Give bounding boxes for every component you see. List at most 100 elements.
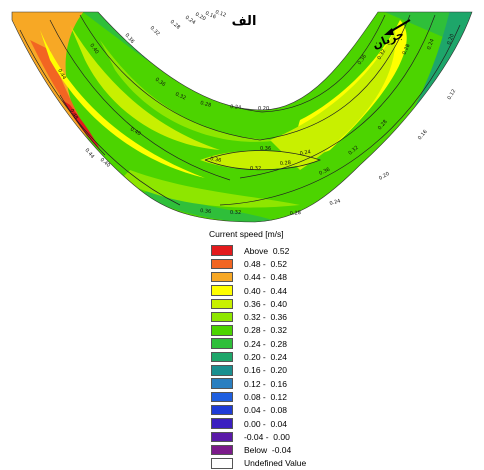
legend-item: Above 0.52 (207, 244, 317, 257)
legend-item: 0.28 - 0.32 (207, 324, 317, 337)
contour-label: 0.36 (200, 208, 212, 215)
contour-label: 0.16 (204, 10, 217, 20)
contour-label: 0.20 (194, 12, 207, 23)
contour-label: 0.40 (99, 157, 111, 169)
contour-label: 0.24 (184, 15, 197, 26)
legend-swatch (211, 391, 233, 403)
legend-swatch (211, 271, 233, 283)
legend-label: 0.24 - 0.28 (244, 338, 288, 349)
legend-item: 0.48 - 0.52 (207, 257, 317, 270)
legend-swatch (211, 285, 233, 296)
contour-label: 0.24 (230, 104, 242, 111)
contour-label: 0.12 (447, 88, 458, 101)
contour-label: 0.36 (123, 32, 135, 44)
band-yellowgreen-left (70, 25, 220, 150)
contour-label: 0.48 (68, 108, 79, 121)
legend-item: 0.12 - 0.16 (207, 377, 317, 390)
contour-label: 0.28 (377, 119, 389, 131)
contour-label: 0.36 (210, 156, 222, 164)
contour-label: 0.20 (378, 171, 391, 182)
legend-swatch (211, 431, 233, 443)
legend-item: 0.08 - 0.12 (207, 390, 317, 403)
band-bottom-lime (120, 170, 300, 208)
band-yellowgreen-right (270, 30, 396, 170)
legend-swatch (211, 311, 233, 323)
contour-label: 0.32 (149, 25, 161, 37)
contour-label: 0.28 (280, 160, 292, 167)
legend-swatch (211, 378, 233, 389)
contour-label: 0.12 (214, 9, 227, 18)
legend-item: 0.24 - 0.28 (207, 337, 317, 350)
legend-label: 0.40 - 0.44 (244, 285, 288, 296)
contour-label: 0.36 (154, 77, 167, 88)
contour-label: 0.36 (357, 54, 368, 67)
band-lime-center (100, 40, 280, 142)
legend-label: Below -0.04 (244, 445, 292, 456)
legend-item: 0.20 - 0.24 (207, 350, 317, 363)
legend-label: 0.04 - 0.08 (244, 405, 288, 416)
legend-swatch (211, 258, 233, 270)
legend: Current speed [m/s] Above 0.52 0.48 - 0.5… (207, 229, 317, 470)
contour-label-group: 0.480.440.400.360.320.28 0.240.200.160.12… (56, 9, 457, 217)
contour-label: 0.28 (290, 210, 302, 217)
contour-label: 0.40 (129, 127, 142, 138)
legend-swatch (211, 351, 233, 363)
legend-label: 0.16 - 0.20 (244, 365, 288, 376)
legend-swatch (211, 325, 233, 336)
contour-label: 0.36 (260, 146, 271, 152)
contour-label: 0.28 (401, 43, 411, 56)
contour-label: 0.32 (174, 91, 187, 101)
contour-label: 0.32 (377, 48, 388, 61)
legend-label: 0.08 - 0.12 (244, 391, 288, 402)
legend-swatch (211, 245, 233, 256)
legend-item: Undefined Value (207, 457, 317, 470)
legend-label: -0.04 - 0.00 (244, 431, 290, 442)
legend-label: Above 0.52 (244, 245, 290, 256)
legend-item: 0.16 - 0.20 (207, 364, 317, 377)
contour-label: 0.40 (88, 43, 99, 56)
contour-label: 0.24 (426, 38, 435, 51)
contour-label: 0.36 (318, 167, 331, 177)
legend-label: 0.32 - 0.36 (244, 312, 288, 323)
legend-item: 0.00 - 0.04 (207, 417, 317, 430)
legend-item: 0.04 - 0.08 (207, 404, 317, 417)
legend-label: Undefined Value (244, 458, 307, 469)
legend-item: 0.32 - 0.36 (207, 310, 317, 323)
contour-lines (19, 12, 461, 206)
legend-swatch (211, 338, 233, 349)
legend-label: 0.28 - 0.32 (244, 325, 288, 336)
contour-label: 0.32 (250, 166, 261, 172)
contour-label: 0.32 (347, 145, 359, 157)
band-right-bank (360, 12, 472, 190)
channel-outline (11, 11, 473, 223)
legend-swatch (211, 404, 233, 416)
band-center-island (200, 150, 320, 170)
contour-label: 0.16 (417, 129, 429, 141)
legend-swatch (211, 458, 233, 469)
legend-swatch (211, 298, 233, 310)
contour-label: 0.24 (299, 149, 311, 157)
legend-item: 0.44 - 0.48 (207, 271, 317, 284)
legend-label: 0.12 - 0.16 (244, 378, 288, 389)
contour-label: 0.28 (169, 19, 181, 31)
legend-rows: Above 0.52 0.48 - 0.52 0.44 - 0.48 0.40 - 0… (207, 244, 317, 470)
legend-title: Current speed [m/s] (209, 229, 284, 239)
legend-item: -0.04 - 0.00 (207, 430, 317, 443)
legend-item: Below -0.04 (207, 443, 317, 456)
legend-label: 0.36 - 0.40 (244, 298, 288, 309)
contour-label: 0.20 (446, 33, 455, 46)
flow-arrow (384, 19, 411, 35)
legend-item: 0.40 - 0.44 (207, 284, 317, 297)
contour-label: 0.44 (56, 68, 67, 81)
contour-label: 0.28 (199, 100, 211, 109)
legend-swatch (211, 418, 233, 429)
legend-label: 0.48 - 0.52 (244, 258, 288, 269)
legend-swatch (211, 444, 233, 456)
contour-label: 0.20 (258, 106, 269, 112)
current-speed-map: 0.480.440.400.360.320.28 0.240.200.160.12… (11, 9, 473, 223)
contour-label: 0.32 (230, 210, 241, 216)
map-title: الف (231, 14, 257, 29)
legend-label: 0.00 - 0.04 (244, 418, 288, 429)
legend-label: 0.20 - 0.24 (244, 352, 288, 363)
legend-item: 0.36 - 0.40 (207, 297, 317, 310)
